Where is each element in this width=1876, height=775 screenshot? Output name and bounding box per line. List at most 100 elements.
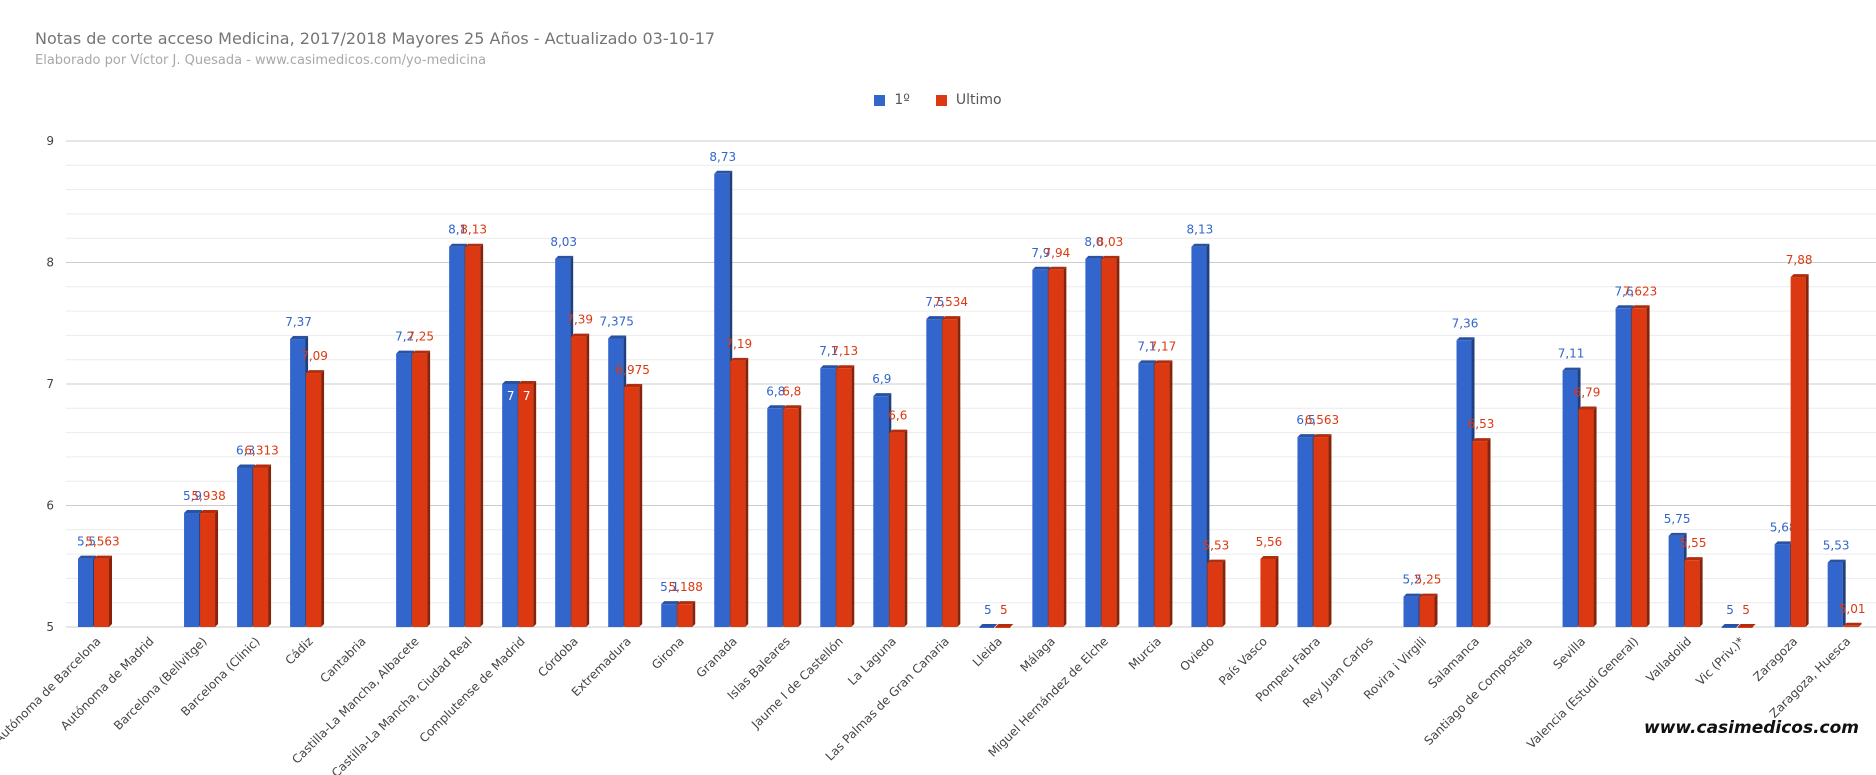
bar-last — [518, 384, 534, 627]
bar-first — [979, 627, 995, 628]
bar-first — [1615, 308, 1631, 627]
data-label-last: 5,25 — [1415, 573, 1442, 587]
data-label-first: 7,6 — [1615, 284, 1634, 298]
bar-top-last — [412, 350, 431, 354]
y-tick-label: 6 — [46, 499, 54, 513]
bar-side-last — [321, 370, 325, 627]
data-label-last: 5,938 — [191, 489, 225, 503]
bar-top-last — [1154, 360, 1173, 364]
bar-last — [783, 408, 799, 627]
data-label-first: 7,36 — [1452, 316, 1479, 330]
data-label-first: 8,13 — [1187, 223, 1214, 237]
data-label-first: 5,53 — [1823, 539, 1850, 553]
watermark-text: www.casimedicos.com — [1644, 718, 1860, 738]
bar-top-first — [237, 464, 256, 468]
data-label-first: 5,5 — [77, 535, 96, 549]
data-label-last: 7,17 — [1150, 339, 1177, 353]
data-label-last: 5 — [1000, 603, 1008, 617]
data-label-last: 7,19 — [725, 337, 752, 351]
bar-first — [608, 338, 624, 627]
x-tick-label: Cantabria — [317, 634, 368, 685]
bar-first — [1562, 370, 1578, 627]
bar-last — [1631, 308, 1647, 627]
bar-top-last — [94, 555, 112, 559]
data-label-first: 7,2 — [395, 330, 414, 344]
data-label-first: 7 — [507, 389, 515, 403]
x-tick-label: Autónoma de Barcelona — [0, 634, 104, 746]
bar-side-last — [1858, 622, 1862, 627]
bar-last — [995, 627, 1011, 628]
x-tick-label: Autónoma de Madrid — [58, 634, 157, 733]
bar-side-last — [427, 350, 431, 627]
bar-top-first — [1562, 367, 1581, 371]
data-label-last: 5,188 — [669, 580, 703, 594]
bar-first — [1827, 562, 1843, 627]
data-label-last: 5,563 — [85, 535, 119, 549]
x-tick-label: La Laguna — [845, 634, 899, 688]
data-label-first: 5,1 — [660, 580, 679, 594]
bar-top-first — [184, 510, 203, 514]
bar-side-last — [109, 555, 112, 627]
bar-top-last — [1843, 622, 1862, 626]
legend-item-first[interactable]: 1º — [874, 92, 910, 108]
bar-last — [836, 368, 852, 627]
bar-top-last — [783, 405, 802, 409]
bar-first — [1138, 363, 1154, 627]
bar-side-last — [1169, 360, 1173, 627]
legend-item-last[interactable]: Ultimo — [935, 92, 1002, 108]
legend-swatch-first — [874, 94, 886, 106]
bar-first — [502, 384, 518, 627]
data-label-last: 7,25 — [407, 330, 434, 344]
x-tick-label: Valencia (Estudi General) — [1524, 634, 1641, 751]
data-label-first: 8,0 — [1084, 235, 1103, 249]
bar-side-last — [1593, 406, 1597, 627]
data-label-last: 7,88 — [1786, 253, 1813, 267]
bar-last — [1684, 560, 1700, 627]
bar-side-last — [586, 333, 590, 627]
bar-last — [465, 246, 481, 627]
data-label-first: 8,1 — [448, 223, 467, 237]
data-label-last: 6,6 — [888, 409, 907, 423]
bar-top-first — [661, 601, 680, 605]
data-label-first: 8,03 — [550, 235, 577, 249]
bar-side-last — [533, 381, 537, 627]
data-label-last: 7,623 — [1623, 284, 1657, 298]
bar-first — [714, 173, 730, 627]
data-label-first: 6,5 — [1296, 413, 1315, 427]
x-tick-label: Lleida — [970, 634, 1005, 669]
bar-side-last — [692, 601, 696, 627]
bar-top-last — [995, 624, 1014, 627]
bar-first — [767, 408, 783, 627]
bar-last — [730, 360, 746, 627]
bar-top-last — [253, 464, 272, 468]
bar-side-last — [1063, 266, 1067, 627]
bar-first — [1456, 340, 1472, 627]
data-label-last: 5 — [1742, 603, 1750, 617]
x-tick-label: Salamanca — [1425, 634, 1482, 691]
x-tick-label: Barcelona (Bellvitge) — [111, 634, 210, 733]
legend-swatch-last — [935, 94, 947, 106]
bar-top-first — [1827, 559, 1846, 563]
bar-side-last — [215, 510, 219, 627]
bar-top-last — [1313, 434, 1332, 438]
bar-side-last — [957, 316, 961, 627]
bar-side-last — [851, 365, 855, 627]
x-tick-label: Valladolid — [1643, 634, 1694, 685]
data-label-first: 5,9 — [183, 489, 202, 503]
data-label-last: 7,09 — [301, 349, 328, 363]
bar-top-first — [1721, 624, 1740, 627]
bar-last — [94, 558, 109, 627]
bar-last — [306, 373, 322, 627]
data-label-last: 7,534 — [934, 295, 968, 309]
data-label-first: 6,9 — [872, 372, 891, 386]
data-label-first: 5 — [984, 603, 992, 617]
bar-first — [78, 558, 93, 627]
bar-top-first — [1138, 360, 1157, 364]
y-tick-label: 7 — [46, 377, 54, 391]
x-tick-label: Sevilla — [1550, 634, 1588, 672]
data-label-last: 8,03 — [1097, 235, 1124, 249]
bar-top-first — [1403, 593, 1422, 597]
bar-side-last — [904, 429, 908, 627]
bar-first — [1032, 269, 1048, 627]
